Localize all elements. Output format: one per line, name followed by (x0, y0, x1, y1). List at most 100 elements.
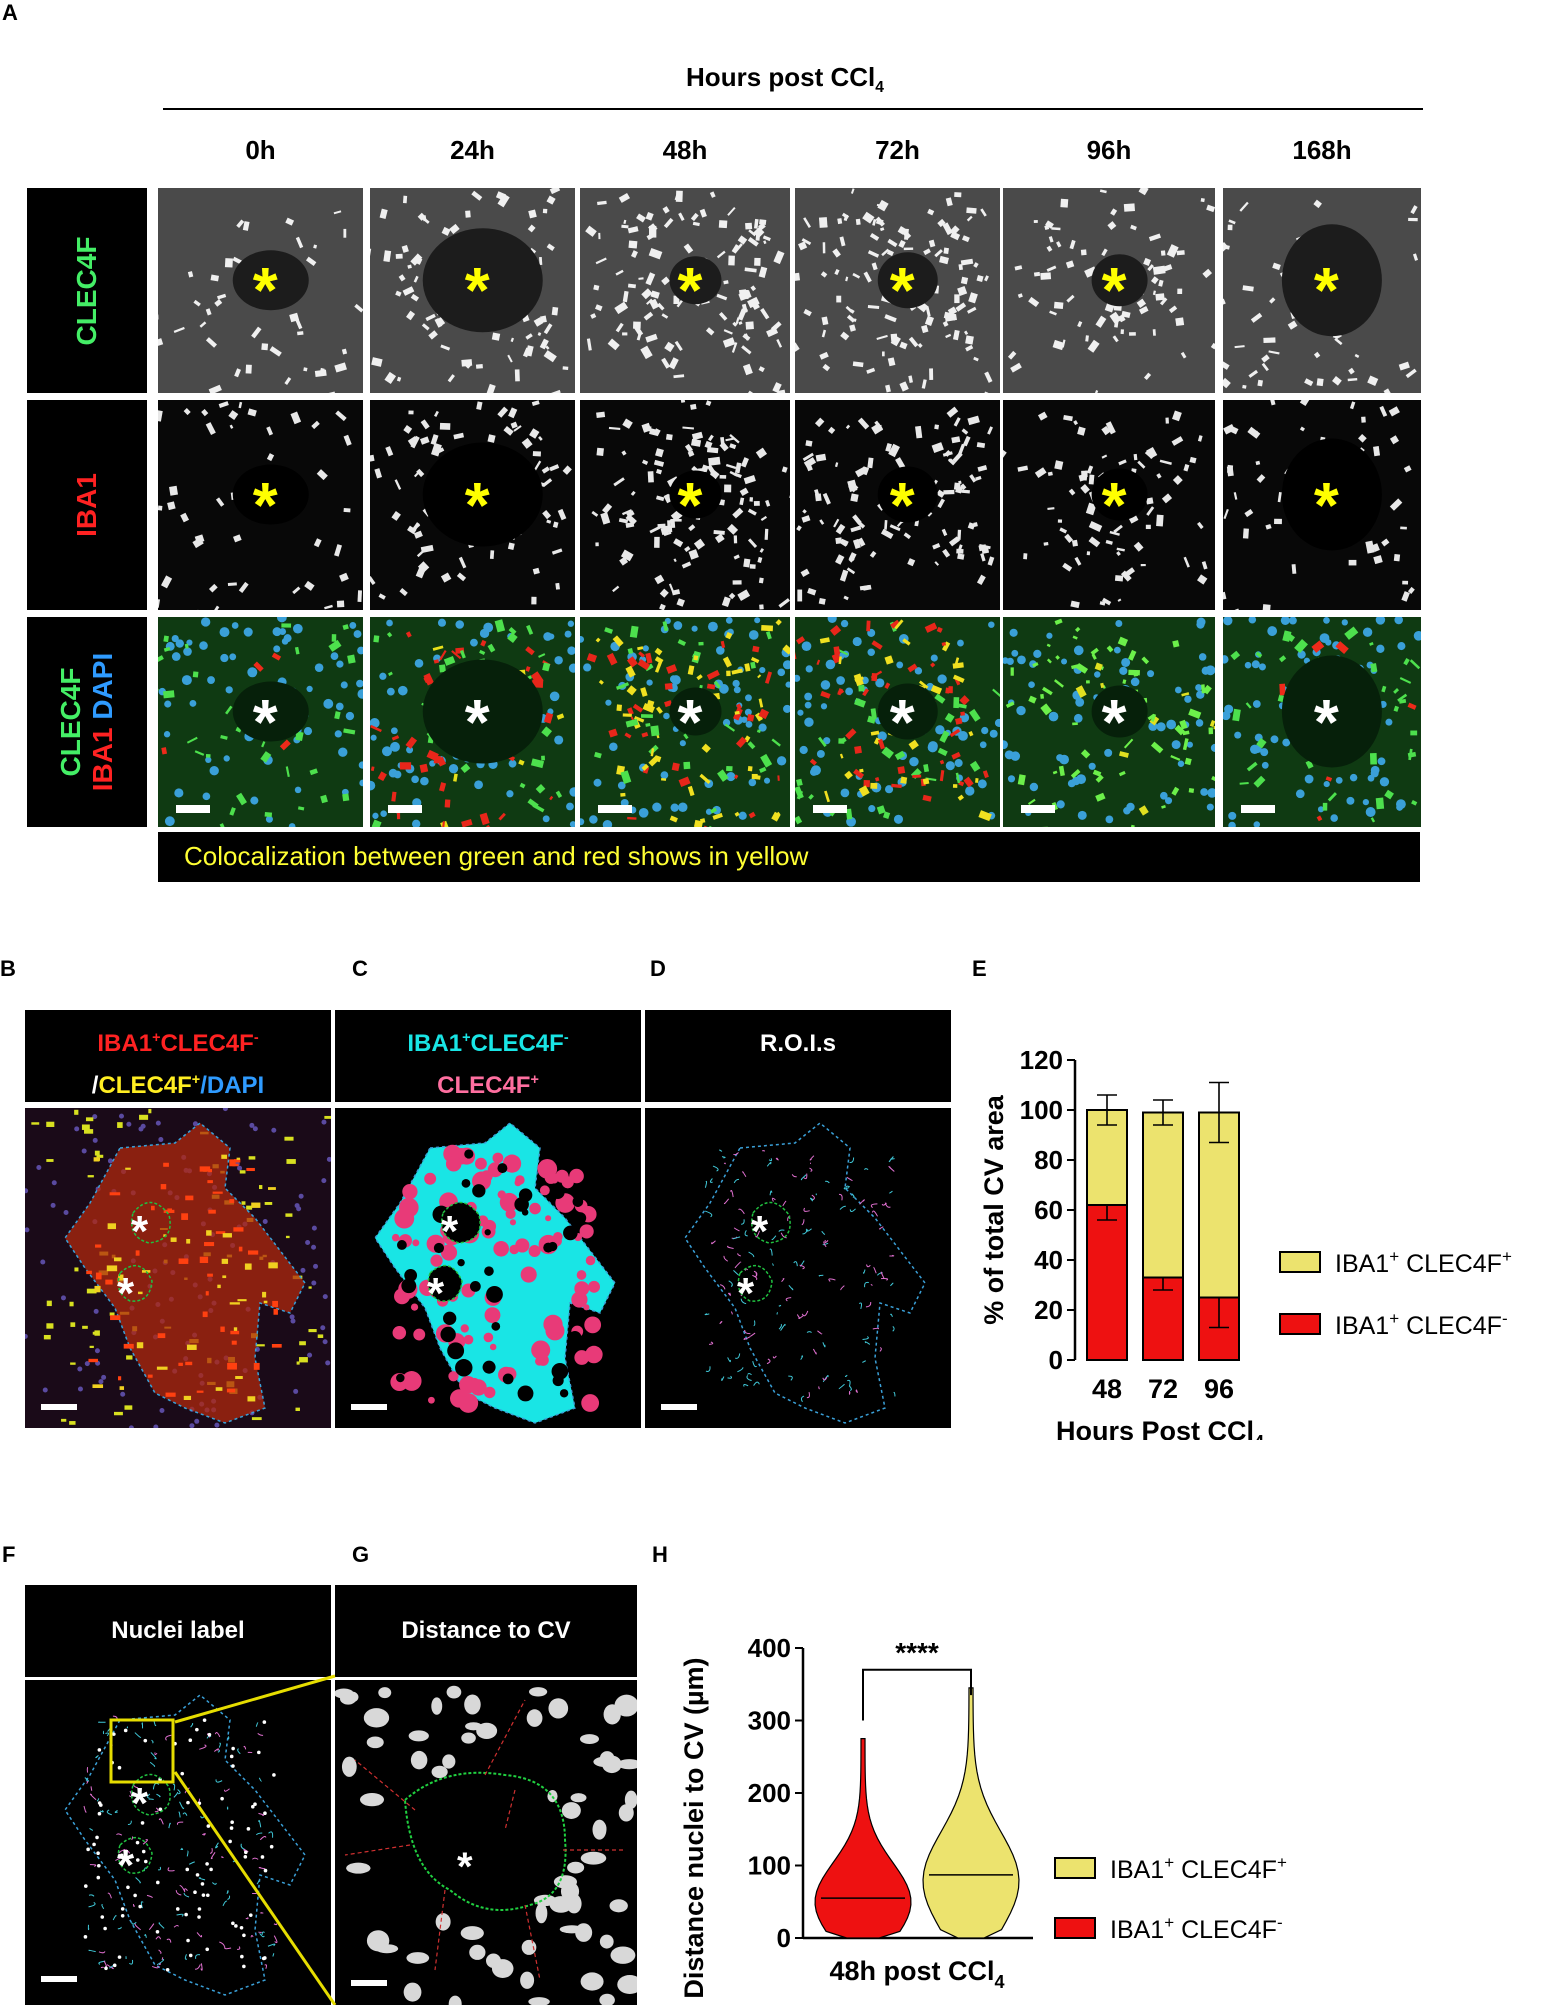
central-vein-asterisk: * (1101, 254, 1127, 327)
panel-c-image: * * (335, 1108, 641, 1428)
nucleus (341, 1756, 357, 1777)
scale-bar (661, 1404, 697, 1410)
central-vein-outline (403, 1771, 567, 1911)
nucleus (446, 1685, 462, 1699)
y-tick-label: 100 (748, 1851, 791, 1881)
micrograph-tile: * (1003, 400, 1215, 610)
panel-d-header: R.O.I.s (645, 1010, 951, 1102)
y-tick-label: 200 (748, 1778, 791, 1808)
y-tick-label: 0 (777, 1923, 791, 1953)
timepoint-header: 96h (1086, 135, 1132, 165)
central-vein-asterisk: * (252, 254, 278, 327)
y-tick-label: 20 (1034, 1295, 1063, 1325)
row-label-merge: CLEC4F IBA1 DAPI (27, 617, 147, 827)
nucleus (559, 1925, 584, 1934)
x-tick-label: 72 (1148, 1374, 1178, 1404)
nucleus (406, 1952, 430, 1964)
panel-h-chart: 0 100 200 300 400 Distance nuclei to CV (µm) *… (679, 1633, 1287, 1999)
legend-swatch (1054, 1917, 1096, 1939)
y-tick-label: 60 (1034, 1195, 1063, 1225)
nucleus (335, 1688, 354, 1699)
central-vein-asterisk: * (427, 1269, 445, 1318)
scale-bar (351, 1404, 387, 1410)
nucleus (566, 1893, 582, 1914)
scale-bar (598, 805, 632, 813)
nucleus (431, 1765, 448, 1779)
nucleus (528, 1997, 550, 2005)
panel-d-image: * * (645, 1108, 951, 1428)
micrograph-tile: * (1003, 617, 1215, 827)
y-tick-label: 120 (1020, 1045, 1063, 1075)
panel-b-image: * * (25, 1108, 331, 1428)
violin-shape (922, 1687, 1020, 1939)
nucleus (609, 1899, 628, 1913)
y-tick-label: 40 (1034, 1245, 1063, 1275)
central-vein-asterisk: * (1313, 468, 1339, 541)
micrograph-tile: * (795, 400, 1000, 610)
central-vein-asterisk: * (117, 1841, 135, 1890)
micrograph-tile: * (795, 617, 1000, 827)
nucleus (624, 1790, 637, 1809)
legend-swatch (1279, 1251, 1321, 1273)
nucleus (592, 1819, 607, 1840)
timepoint-header: 72h (875, 135, 920, 165)
nucleus (521, 1939, 537, 1955)
nucleus (533, 1894, 557, 1907)
colocalization-caption: Colocalization between green and red sho… (158, 832, 1420, 882)
y-tick-label: 300 (748, 1706, 791, 1736)
scale-bar (176, 805, 210, 813)
central-vein-asterisk: * (677, 468, 703, 541)
bar-segment (1086, 1204, 1128, 1361)
y-tick-label: 0 (1049, 1345, 1063, 1375)
nucleus (617, 1975, 637, 1994)
legend-swatch (1279, 1313, 1321, 1335)
row-label-iba1: IBA1 (27, 400, 147, 610)
nucleus (431, 1697, 443, 1715)
timeline-title: Hours post CCl4 (686, 62, 884, 97)
panel-letter-c: C (352, 956, 368, 981)
micrograph-tile: * (158, 617, 363, 827)
nucleus (486, 1953, 501, 1968)
bar-segment (1142, 1111, 1184, 1279)
x-axis-label: 48h post CCl4 (829, 1956, 1004, 1992)
nucleus (567, 1861, 585, 1874)
nucleus (570, 1793, 587, 1803)
panel-f-image: * * (25, 1680, 331, 2005)
nucleus (599, 1934, 614, 1949)
central-vein-asterisk: * (751, 1207, 769, 1256)
zoom-box (109, 1718, 175, 1784)
micrograph-tile: * (1223, 617, 1421, 827)
distance-line (504, 1789, 516, 1831)
timepoint-header: 24h (450, 135, 495, 165)
central-vein-asterisk: * (131, 1207, 149, 1256)
micrograph-tile: * (370, 400, 575, 610)
scale-bar (1241, 805, 1275, 813)
x-axis-label: Hours Post CCl4 (1056, 1416, 1264, 1440)
central-vein-asterisk: * (889, 685, 915, 758)
scale-bar (41, 1976, 77, 1982)
central-vein-asterisk: * (117, 1269, 135, 1318)
nucleus (526, 1709, 543, 1727)
scale-bar (388, 805, 422, 813)
row-label-clec4f: CLEC4F (27, 188, 147, 393)
nucleus (617, 1759, 637, 1770)
nucleus (403, 1982, 422, 2002)
micrograph-tile: * (795, 188, 1000, 393)
y-tick-label: 400 (748, 1633, 791, 1663)
central-vein-asterisk: * (457, 1845, 473, 1889)
central-vein-asterisk: * (464, 254, 490, 327)
micrograph-tile: * (580, 617, 790, 827)
scale-bar (351, 1980, 387, 1986)
central-vein-asterisk: * (889, 468, 915, 541)
central-vein-asterisk: * (1101, 468, 1127, 541)
violin-shape (814, 1738, 912, 1939)
nucleus (410, 1750, 428, 1770)
panel-e-chart: 0 20 40 60 80 100 120 % of total CV area 48 72 96 H… (979, 1045, 1512, 1440)
nucleus (469, 1944, 486, 1960)
nucleus (579, 1734, 600, 1744)
x-tick-label: 96 (1204, 1374, 1234, 1404)
micrograph-tile: * (370, 188, 575, 393)
legend-swatch (1054, 1857, 1096, 1879)
central-vein-asterisk: * (464, 468, 490, 541)
y-tick-label: 80 (1034, 1145, 1063, 1175)
